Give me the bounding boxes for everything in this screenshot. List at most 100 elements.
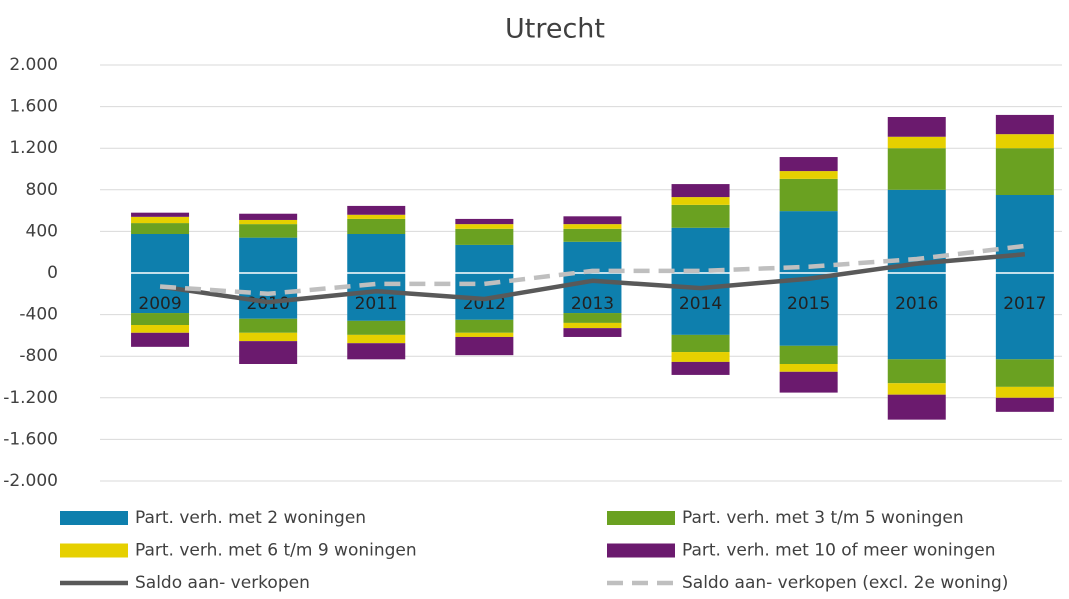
bar-segment xyxy=(887,383,946,395)
legend-swatch xyxy=(607,543,675,558)
bar-segment xyxy=(347,343,406,360)
bar-segment xyxy=(995,386,1054,398)
x-tick-label: 2014 xyxy=(679,294,722,314)
bar-segment xyxy=(671,273,730,335)
bar-segment xyxy=(455,319,514,333)
bar-segment xyxy=(131,313,190,325)
legend-label: Part. verh. met 10 of meer woningen xyxy=(682,541,996,561)
y-tick-label: 2.000 xyxy=(9,55,58,75)
bar-segment xyxy=(671,352,730,362)
legend-swatch xyxy=(60,543,128,558)
bar-segment xyxy=(131,325,190,333)
bar-segment xyxy=(455,244,514,273)
legend-swatch xyxy=(607,511,675,525)
bar-segment xyxy=(239,237,298,273)
bar-segment xyxy=(563,328,622,337)
bar-segment xyxy=(995,359,1054,387)
bar-segment xyxy=(455,224,514,229)
bar-segment xyxy=(887,273,946,360)
y-tick-label: 0 xyxy=(47,263,58,283)
legend-label: Part. verh. met 6 t/m 9 woningen xyxy=(135,541,417,561)
bar-segment xyxy=(455,336,514,356)
bar-segment xyxy=(131,273,190,314)
bar-segment xyxy=(563,216,622,225)
bar-segment xyxy=(347,273,406,321)
bar-segment xyxy=(779,211,838,273)
bar-segment xyxy=(779,178,838,212)
x-tick-label: 2016 xyxy=(895,294,938,314)
bar-segment xyxy=(563,241,622,273)
bar-segment xyxy=(671,197,730,205)
bar-segment xyxy=(563,228,622,242)
bar-segment xyxy=(347,205,406,215)
bar-segment xyxy=(455,332,514,337)
bar-segment xyxy=(995,114,1054,135)
legend-swatch xyxy=(60,511,128,525)
x-tick-label: 2011 xyxy=(355,294,398,314)
bar-segment xyxy=(239,224,298,238)
bar-segment xyxy=(887,359,946,384)
y-tick-label: -2.000 xyxy=(3,471,58,491)
bar-segment xyxy=(347,234,406,273)
bar-segment xyxy=(779,171,838,179)
bar-segment xyxy=(131,223,190,234)
bar-segment xyxy=(995,195,1054,273)
y-tick-label: -800 xyxy=(19,346,58,366)
legend-label: Part. verh. met 2 woningen xyxy=(135,508,366,528)
y-tick-label: -1.200 xyxy=(3,388,58,408)
bar-segment xyxy=(995,148,1054,195)
chart-title: Utrecht xyxy=(505,14,605,45)
x-tick-label: 2017 xyxy=(1003,294,1046,314)
bar-segment xyxy=(563,313,622,323)
x-tick-label: 2015 xyxy=(787,294,830,314)
bar-segment xyxy=(347,320,406,335)
bar-segment xyxy=(563,322,622,329)
bar-segment xyxy=(887,148,946,190)
legend-label: Part. verh. met 3 t/m 5 woningen xyxy=(682,508,964,528)
bar-segment xyxy=(131,216,190,224)
bar-segment xyxy=(995,273,1054,360)
legend-label: Saldo aan- verkopen (excl. 2e woning) xyxy=(682,573,1008,593)
bar-segment xyxy=(131,212,190,217)
x-tick-label: 2009 xyxy=(138,294,181,314)
y-tick-label: -1.600 xyxy=(3,429,58,449)
bar-segment xyxy=(671,204,730,228)
bar-segment xyxy=(563,224,622,229)
y-tick-label: 1.600 xyxy=(9,97,58,117)
y-tick-label: 400 xyxy=(26,221,58,241)
bar-segment xyxy=(671,361,730,375)
bar-segment xyxy=(347,218,406,234)
y-tick-label: -400 xyxy=(19,305,58,325)
bar-segment xyxy=(779,157,838,172)
bar-segment xyxy=(887,117,946,137)
bar-segment xyxy=(131,234,190,273)
bar-segment xyxy=(995,134,1054,149)
legend-label: Saldo aan- verkopen xyxy=(135,573,310,593)
bar-segment xyxy=(671,334,730,353)
bar-segment xyxy=(779,273,838,346)
bar-segment xyxy=(131,332,190,347)
bar-segment xyxy=(779,371,838,393)
y-tick-label: 1.200 xyxy=(9,138,58,158)
line-series xyxy=(159,243,1026,297)
bar-segment xyxy=(239,219,298,225)
bar-segment xyxy=(239,332,298,342)
bar-segment xyxy=(779,345,838,364)
bar-segment xyxy=(887,394,946,420)
bar-segment xyxy=(671,227,730,273)
bar-segment xyxy=(887,136,946,149)
y-tick-label: 800 xyxy=(26,180,58,200)
bar-segment xyxy=(239,318,298,333)
bar-segment xyxy=(239,213,298,220)
line-series xyxy=(159,252,1026,305)
bar-segment xyxy=(671,184,730,198)
bar-segment xyxy=(239,341,298,364)
bar-segment xyxy=(779,364,838,372)
bar-segment xyxy=(455,228,514,245)
bar-segment xyxy=(995,397,1054,412)
bar-segment xyxy=(347,334,406,344)
bar-segment xyxy=(347,214,406,219)
bar-segment xyxy=(455,218,514,225)
x-tick-label: 2013 xyxy=(571,294,614,314)
